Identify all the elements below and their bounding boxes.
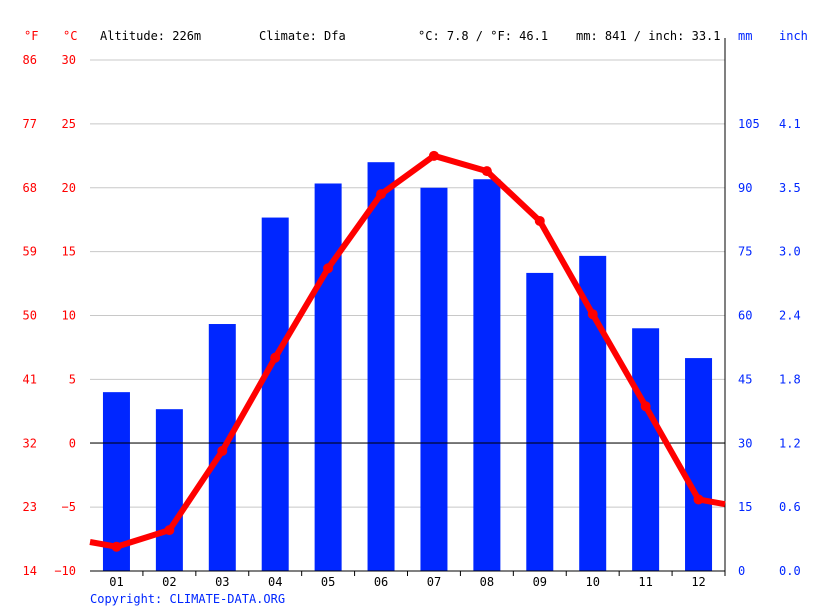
y-tick-celsius: 25 <box>62 117 76 131</box>
x-tick-label: 10 <box>585 575 599 589</box>
mm-unit-label: mm <box>738 29 752 43</box>
y-tick-inch: 2.4 <box>779 309 801 323</box>
temperature-point <box>428 150 439 161</box>
precipitation-bar <box>155 409 183 571</box>
y-tick-inch: 1.8 <box>779 372 801 386</box>
precipitation-bar <box>367 162 395 571</box>
inch-unit-label: inch <box>779 29 808 43</box>
y-tick-celsius: −10 <box>54 564 76 578</box>
y-tick-mm: 30 <box>738 436 752 450</box>
climate-label: Climate: Dfa <box>259 29 346 43</box>
temperature-point <box>217 445 228 456</box>
x-tick-label: 03 <box>215 575 229 589</box>
y-tick-fahrenheit: 77 <box>23 117 37 131</box>
temperature-point <box>693 494 704 505</box>
y-tick-fahrenheit: 86 <box>23 53 37 67</box>
temperature-average-label: °C: 7.8 / °F: 46.1 <box>418 29 548 43</box>
fahrenheit-unit-label: °F <box>24 29 38 43</box>
precipitation-bar <box>685 358 713 571</box>
temperature-point <box>640 401 651 412</box>
y-tick-mm: 75 <box>738 245 752 259</box>
y-tick-inch: 1.2 <box>779 436 801 450</box>
temperature-point <box>270 352 281 363</box>
x-tick-label: 06 <box>374 575 388 589</box>
y-tick-celsius: 5 <box>69 372 76 386</box>
temperature-line <box>89 152 726 550</box>
y-tick-celsius: 10 <box>62 309 76 323</box>
x-tick-label: 08 <box>480 575 494 589</box>
altitude-label: Altitude: 226m <box>100 29 201 43</box>
y-tick-fahrenheit: 14 <box>23 564 37 578</box>
y-tick-inch: 3.0 <box>779 245 801 259</box>
precipitation-bar <box>473 179 501 571</box>
temperature-point <box>534 215 545 226</box>
y-tick-inch: 4.1 <box>779 117 801 131</box>
precipitation-bar <box>420 187 448 571</box>
y-tick-fahrenheit: 59 <box>23 245 37 259</box>
copyright-link[interactable]: Copyright: CLIMATE-DATA.ORG <box>90 592 285 606</box>
y-tick-celsius: 30 <box>62 53 76 67</box>
y-tick-mm: 60 <box>738 309 752 323</box>
temperature-point <box>481 166 492 177</box>
x-tick-label: 11 <box>638 575 652 589</box>
temperature-point <box>376 189 387 200</box>
precipitation-bar <box>526 272 554 571</box>
y-tick-fahrenheit: 41 <box>23 372 37 386</box>
y-tick-mm: 90 <box>738 181 752 195</box>
y-tick-mm: 0 <box>738 564 745 578</box>
precipitation-bar <box>314 183 342 571</box>
x-tick-label: 04 <box>268 575 282 589</box>
y-tick-celsius: −5 <box>62 500 76 514</box>
y-tick-inch: 3.5 <box>779 181 801 195</box>
y-tick-celsius: 15 <box>62 245 76 259</box>
y-tick-fahrenheit: 23 <box>23 500 37 514</box>
y-tick-mm: 45 <box>738 372 752 386</box>
celsius-unit-label: °C <box>63 29 77 43</box>
precipitation-bar <box>261 217 289 571</box>
y-tick-fahrenheit: 50 <box>23 309 37 323</box>
x-tick-label: 01 <box>109 575 123 589</box>
y-tick-inch: 0.0 <box>779 564 801 578</box>
y-tick-celsius: 20 <box>62 181 76 195</box>
y-tick-mm: 15 <box>738 500 752 514</box>
temperature-point <box>587 309 598 320</box>
precipitation-bar <box>632 328 660 571</box>
x-tick-label: 09 <box>533 575 547 589</box>
y-tick-inch: 0.6 <box>779 500 801 514</box>
y-tick-fahrenheit: 68 <box>23 181 37 195</box>
x-tick-label: 05 <box>321 575 335 589</box>
y-tick-fahrenheit: 32 <box>23 436 37 450</box>
y-tick-celsius: 0 <box>69 436 76 450</box>
x-tick-label: 12 <box>691 575 705 589</box>
x-tick-label: 07 <box>427 575 441 589</box>
y-tick-mm: 105 <box>738 117 760 131</box>
temperature-point <box>111 541 122 552</box>
x-tick-label: 02 <box>162 575 176 589</box>
temperature-point <box>164 525 175 536</box>
temperature-point <box>323 263 334 274</box>
precipitation-total-label: mm: 841 / inch: 33.1 <box>576 29 721 43</box>
